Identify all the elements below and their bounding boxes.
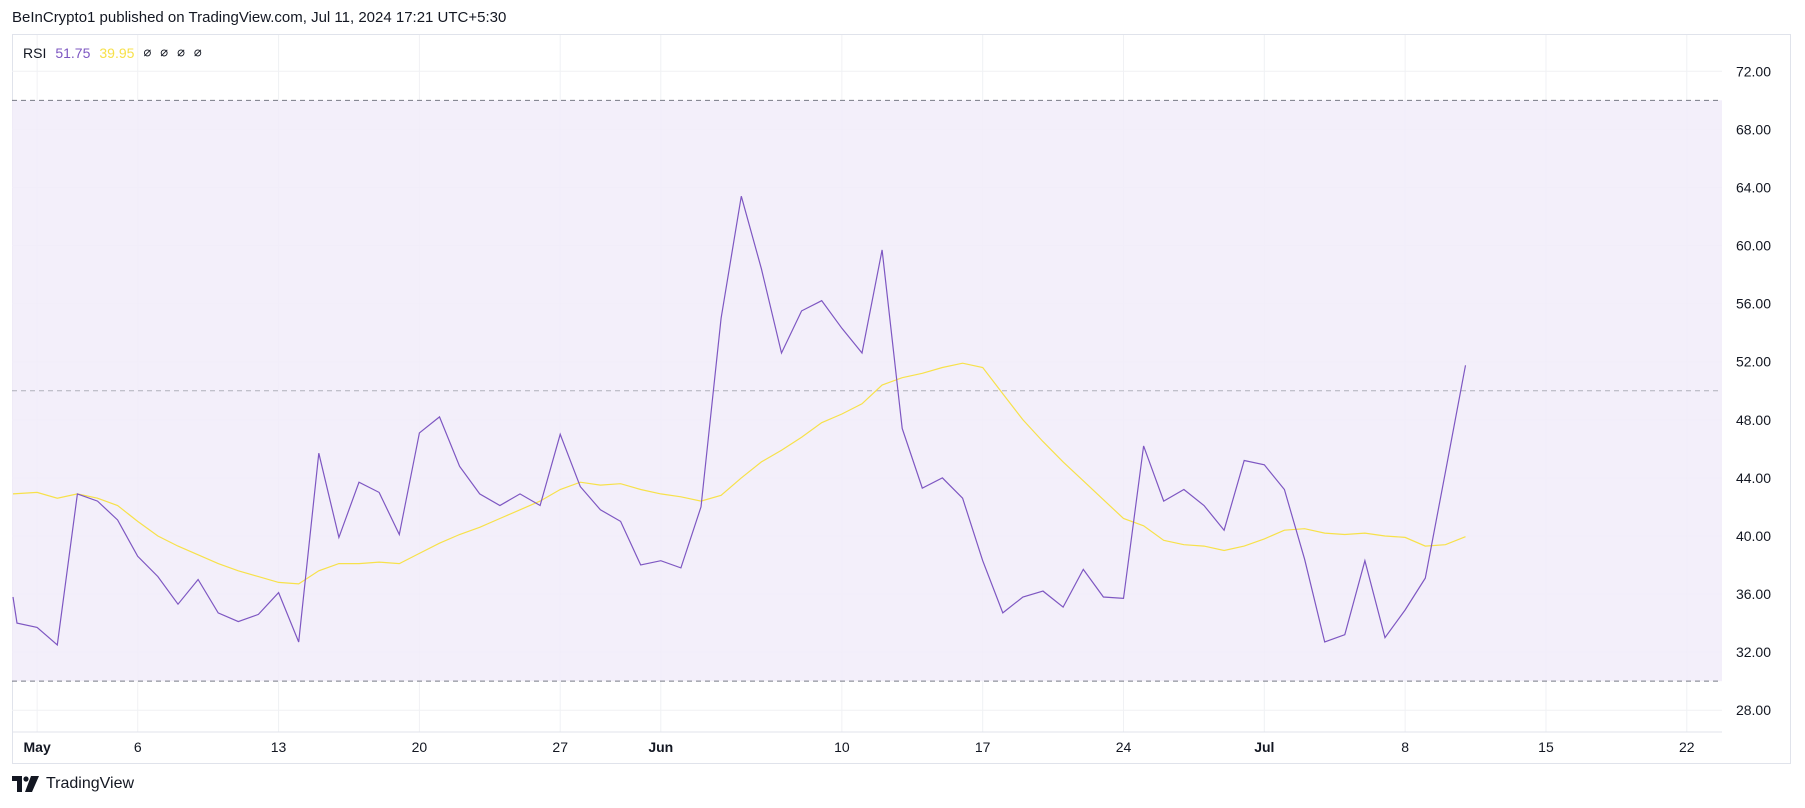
rsi-ma-line	[12, 362, 1466, 585]
rsi-line	[12, 196, 1467, 647]
y-tick-label: 32.00	[1736, 644, 1771, 660]
header-title: BeInCrypto1 published on TradingView.com…	[12, 9, 507, 26]
tradingview-logo-icon	[12, 776, 39, 792]
x-tick-label: 20	[412, 739, 428, 755]
y-tick-label: 68.00	[1736, 121, 1771, 137]
rsi-value: 51.75	[55, 45, 91, 61]
y-tick-label: 72.00	[1736, 63, 1771, 79]
x-tick-label: 6	[134, 739, 142, 755]
x-tick-label: 17	[975, 739, 991, 755]
y-tick-label: 64.00	[1736, 179, 1771, 195]
indicator-legend[interactable]: RSI 51.75 39.95 ∅ ∅ ∅ ∅	[23, 45, 202, 61]
x-tick-label: Jul	[1254, 739, 1274, 755]
y-tick-label: 48.00	[1736, 412, 1771, 428]
y-tick-label: 36.00	[1736, 586, 1771, 602]
na-value: ∅	[143, 45, 152, 61]
y-tick-label: 60.00	[1736, 238, 1771, 254]
x-tick-label: 10	[834, 739, 850, 755]
y-tick-label: 52.00	[1736, 354, 1771, 370]
x-tick-label: 27	[552, 739, 568, 755]
y-tick-label: 44.00	[1736, 470, 1771, 486]
x-tick-label: 15	[1538, 739, 1554, 755]
y-tick-label: 56.00	[1736, 296, 1771, 312]
x-tick-label: 24	[1116, 739, 1132, 755]
x-tick-label: 13	[271, 739, 287, 755]
indicator-name: RSI	[23, 45, 47, 61]
footer-brand-name: TradingView	[46, 775, 135, 792]
na-value: ∅	[177, 45, 185, 61]
na-value: ∅	[193, 45, 202, 61]
x-tick-label: 8	[1401, 739, 1409, 755]
rsi-ma-value: 39.95	[99, 45, 135, 61]
x-tick-label: 22	[1679, 739, 1695, 755]
x-tick-label: May	[24, 739, 51, 755]
y-axis: 72.00 68.00 64.00 60.00 56.00 52.00 48.00 44.00…	[1736, 63, 1771, 718]
x-axis: May 6 13 20 27 Jun 10 17 24 Jul 8 15 22	[24, 739, 1695, 755]
x-tick-label: Jun	[648, 739, 673, 755]
footer-brand[interactable]: TradingView	[12, 775, 134, 793]
na-value: ∅	[160, 45, 169, 61]
y-tick-label: 40.00	[1736, 528, 1771, 544]
y-tick-label: 28.00	[1736, 702, 1771, 718]
